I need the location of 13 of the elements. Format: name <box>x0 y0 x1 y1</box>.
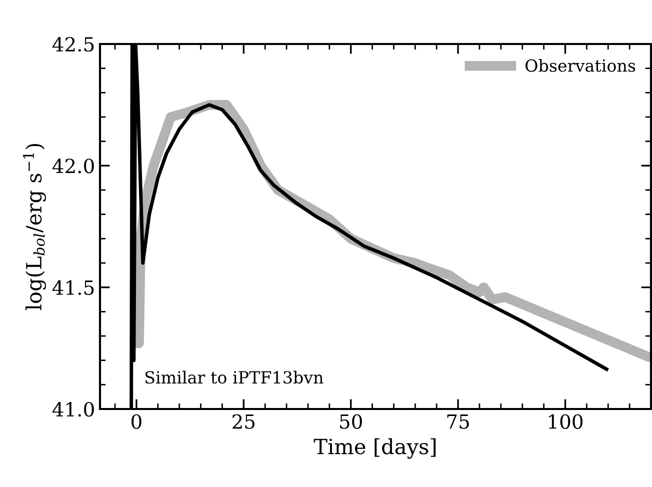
legend-label: Observations <box>526 59 636 72</box>
x-axis-title: Time [days] <box>314 438 436 459</box>
x-tick-label: 100 <box>549 414 583 429</box>
y-axis-title: log(L$_{bol}$/erg s$^{−1}$) <box>22 144 46 310</box>
y-tick-label: 42.0 <box>52 158 94 174</box>
x-tick-label: 25 <box>232 414 255 429</box>
y-tick-label: 42.5 <box>52 36 94 52</box>
x-tick-label: 50 <box>340 414 362 429</box>
x-tick-label: 0 <box>132 414 142 429</box>
x-tick-label: 75 <box>447 414 469 429</box>
annotation: Similar to iPTF13bvn <box>145 370 324 384</box>
y-tick-label: 41.5 <box>52 280 94 295</box>
y-tick-label: 41.0 <box>52 402 94 417</box>
